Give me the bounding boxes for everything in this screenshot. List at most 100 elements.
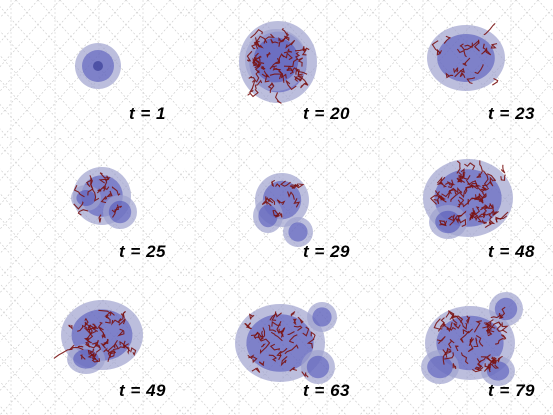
filament — [283, 48, 293, 54]
filament — [87, 324, 92, 331]
filament — [486, 354, 499, 362]
filament — [476, 173, 482, 178]
filament — [269, 64, 277, 70]
filament — [266, 51, 271, 59]
filament — [283, 58, 298, 68]
filament — [258, 361, 265, 366]
filament — [112, 204, 120, 218]
filament — [287, 331, 295, 336]
filament — [491, 321, 502, 329]
filament — [294, 76, 304, 82]
filament — [301, 47, 307, 56]
filament — [458, 218, 467, 227]
filament — [100, 338, 109, 349]
filament — [470, 214, 482, 222]
filament — [293, 325, 303, 332]
filament — [495, 211, 509, 223]
filament — [111, 319, 121, 326]
filament — [449, 214, 455, 226]
filament — [95, 339, 102, 353]
filament — [254, 79, 263, 90]
filament — [448, 338, 455, 349]
filament — [462, 328, 473, 335]
filament — [466, 77, 476, 85]
filament — [494, 338, 505, 345]
filament — [480, 206, 488, 212]
filament — [251, 43, 259, 50]
filament — [441, 191, 451, 199]
filament — [453, 67, 459, 74]
filament — [251, 367, 261, 373]
panel-t29: t = 29 — [184, 138, 368, 276]
filament — [247, 89, 259, 98]
filament — [280, 180, 291, 187]
cell-body — [306, 355, 330, 379]
filament — [457, 204, 461, 208]
filament — [91, 188, 100, 202]
filament — [474, 179, 484, 194]
filament — [501, 322, 509, 334]
filament — [293, 198, 301, 208]
filament — [267, 83, 273, 89]
filament — [470, 207, 476, 214]
filament — [118, 340, 126, 349]
cell-body — [108, 200, 132, 224]
filament — [490, 43, 498, 49]
cell-body — [486, 361, 510, 381]
filament — [302, 47, 310, 53]
filament — [457, 210, 467, 218]
filament — [281, 52, 293, 61]
filament — [254, 59, 261, 74]
filament — [476, 356, 487, 363]
cell-body — [427, 355, 453, 379]
filament — [302, 326, 310, 337]
filament — [274, 211, 283, 218]
filament — [449, 312, 455, 320]
filament — [481, 192, 487, 200]
filament — [445, 72, 454, 79]
filament — [259, 342, 270, 355]
filament — [284, 344, 299, 355]
filament — [460, 352, 469, 365]
time-label: t = 25 — [119, 242, 166, 261]
filament — [452, 363, 457, 370]
cell-body — [288, 222, 308, 242]
filament — [445, 322, 453, 333]
filament — [269, 312, 282, 321]
grid-background — [184, 276, 368, 415]
filament — [102, 185, 110, 192]
filament — [473, 39, 480, 52]
filament — [458, 198, 469, 208]
filament — [260, 343, 267, 348]
filament — [271, 179, 276, 188]
filament — [289, 334, 298, 344]
filament — [488, 217, 496, 225]
filament — [453, 315, 464, 326]
filament — [272, 209, 281, 217]
filament — [484, 319, 494, 327]
filament — [480, 180, 492, 191]
filament — [297, 57, 304, 67]
filament — [431, 40, 441, 54]
filament — [252, 356, 258, 364]
filament — [459, 173, 471, 180]
filament — [259, 327, 266, 341]
filament — [473, 337, 479, 348]
filament — [294, 67, 299, 75]
grid-background — [184, 138, 368, 276]
filament — [465, 179, 479, 190]
filament — [443, 35, 451, 44]
panel-t1: t = 1 — [0, 0, 184, 138]
filament — [255, 330, 264, 338]
cell-body — [76, 190, 96, 206]
filament — [248, 76, 257, 82]
filament — [269, 73, 282, 80]
panel-t63: t = 63 — [184, 276, 368, 415]
filament — [276, 350, 282, 361]
panel-t48: t = 48 — [368, 138, 553, 276]
filament — [105, 190, 113, 198]
filament — [500, 164, 506, 174]
filament — [287, 191, 295, 200]
filament — [489, 362, 500, 369]
filament — [436, 336, 446, 344]
